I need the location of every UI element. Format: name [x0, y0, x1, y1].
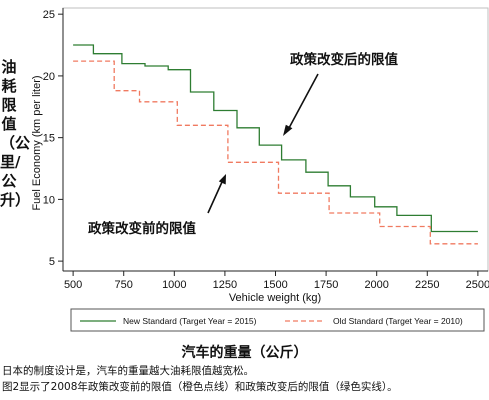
cn-y-axis-label: 油耗限值（公里/公升） [0, 58, 31, 209]
annotation-after-arrow [288, 73, 319, 129]
series-line-new-standard [73, 44, 478, 233]
y-tick-label-10: 10 [43, 194, 55, 206]
x-tick-label-500: 500 [64, 279, 82, 291]
y-tick-label-5: 5 [49, 256, 55, 268]
chart-svg: 500 750 1000 1250 1500 1750 2000 2250 2500 5 10 15 2… [31, 7, 489, 332]
annotation-before-arrowhead [218, 174, 226, 185]
legend-label-old-standard: Old Standard (Target Year = 2010) [333, 316, 463, 326]
series-line-old-standard [73, 60, 478, 245]
legend-box [70, 308, 485, 332]
y-tick-label-25: 25 [43, 9, 55, 21]
annotation-after-label: 政策改变后的限值 [290, 51, 398, 68]
legend-label-new-standard: New Standard (Target Year = 2015) [123, 316, 257, 326]
caption-line-2: 图2显示了2008年政策改变前的限值（橙色点线）和政策改变后的限值（绿色实线）。 [2, 381, 398, 393]
x-axis-title: Vehicle weight (kg) [229, 292, 321, 304]
y-tick-label-20: 20 [43, 71, 55, 83]
x-tick-label-1000: 1000 [162, 279, 186, 291]
x-tick-label-1250: 1250 [213, 279, 237, 291]
x-tick-label-2500: 2500 [466, 279, 489, 291]
annotation-after-arrowhead [283, 124, 293, 136]
x-tick-label-2000: 2000 [364, 279, 388, 291]
annotation-before-label: 政策改变前的限值 [88, 220, 196, 237]
y-axis-title: Fuel Economy (km per liter) [31, 75, 43, 210]
annotation-before-arrow [207, 181, 223, 214]
x-tick-label-2250: 2250 [415, 279, 439, 291]
cn-x-axis-label: 汽车的重量（公斤） [181, 345, 308, 361]
caption-line-1: 日本的制度设计是，汽车的重量越大油耗限值越宽松。 [2, 365, 254, 377]
x-tick-label-1750: 1750 [314, 279, 338, 291]
x-tick-label-1500: 1500 [263, 279, 287, 291]
x-tick-label-750: 750 [115, 279, 133, 291]
y-tick-label-15: 15 [43, 133, 55, 145]
